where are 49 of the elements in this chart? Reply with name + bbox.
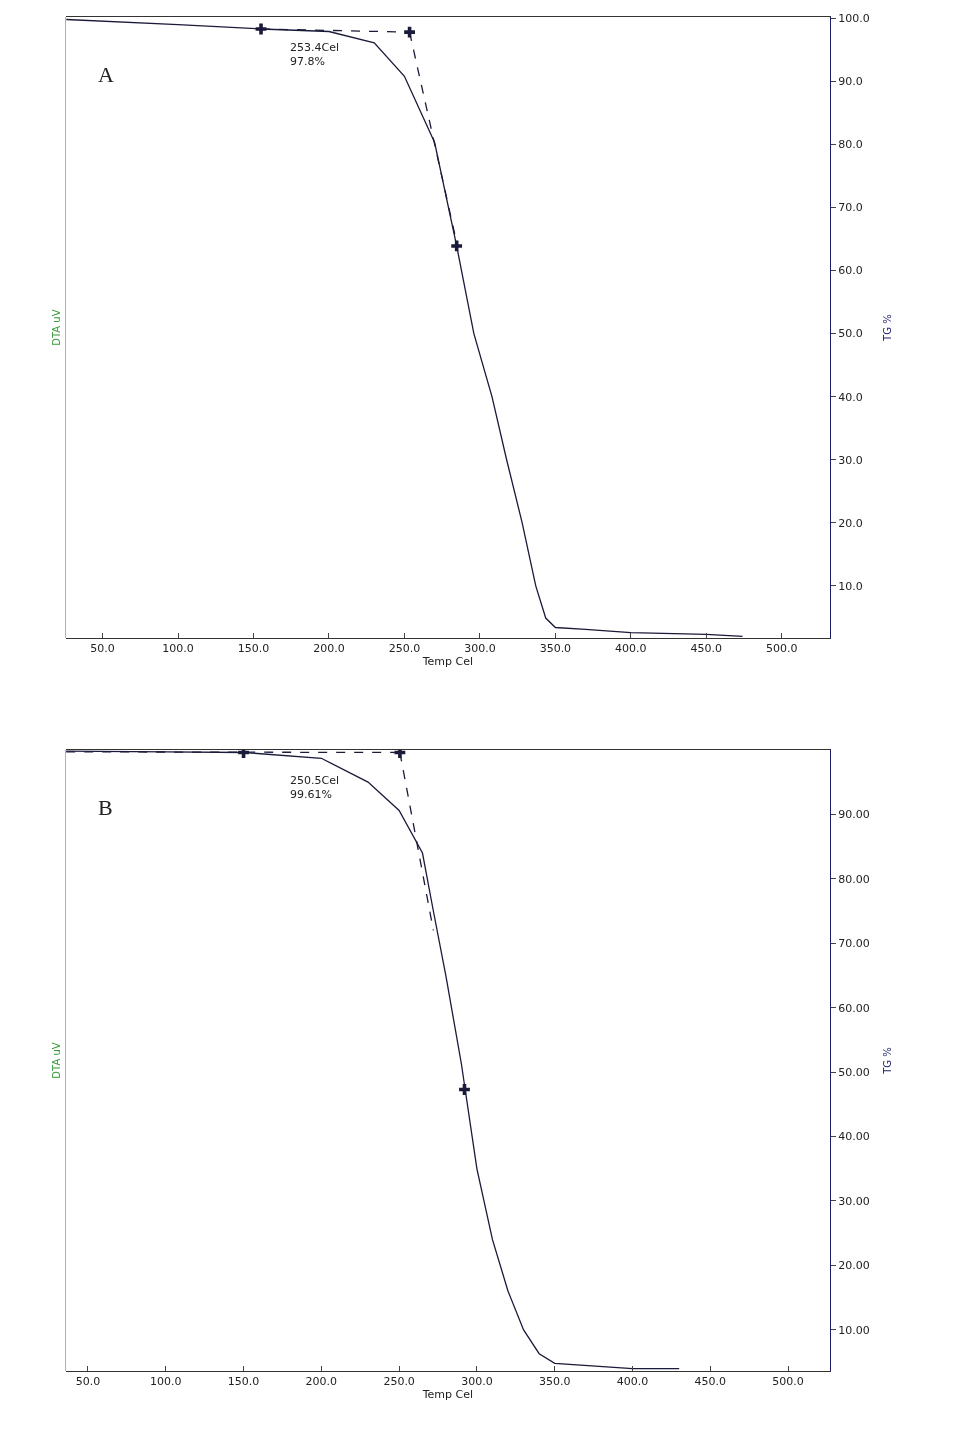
x-tick-label: 250.0 <box>383 1375 415 1389</box>
y2-tick-label: 10.0 <box>838 579 863 593</box>
x-tick-label: 450.0 <box>694 1375 727 1389</box>
y2-tick-label: 30.0 <box>838 453 863 467</box>
y2-axis-title: TG % <box>882 1047 894 1075</box>
y-axis-title: DTA uV <box>50 1042 62 1079</box>
y2-tick-label: 50.00 <box>838 1065 870 1079</box>
x-tick-label: 150.0 <box>237 642 270 656</box>
x-tick-label: 100.0 <box>162 642 194 656</box>
y2-tick-label: 70.00 <box>838 937 870 951</box>
annotation: 253.4Cel 97.8% <box>290 41 339 69</box>
x-tick-label: 150.0 <box>227 1375 260 1389</box>
x-tick-label: 50.0 <box>75 1375 101 1389</box>
x-tick-label: 400.0 <box>615 642 647 656</box>
y2-tick-label: 20.00 <box>838 1259 870 1273</box>
x-tick-label: 100.0 <box>150 1375 182 1389</box>
x-axis-title: Temp Cel <box>421 1388 473 1402</box>
text: B <box>98 795 113 820</box>
y2-tick-label: 60.0 <box>838 264 863 278</box>
x-tick-label: 500.0 <box>772 1375 804 1389</box>
x-tick-label: 400.0 <box>616 1375 649 1389</box>
y2-tick-label: 50.0 <box>838 327 863 341</box>
text: A <box>98 62 114 87</box>
y2-axis-title: TG % <box>882 314 894 342</box>
y2-tick-label: 80.00 <box>838 872 870 886</box>
x-tick-label: 300.0 <box>461 1375 493 1389</box>
x-tick-label: 50.0 <box>90 642 115 656</box>
y2-tick-label: 40.0 <box>838 390 863 404</box>
y2-tick-label: 20.0 <box>838 516 863 530</box>
x-tick-label: 200.0 <box>313 642 345 656</box>
y2-tick-label: 90.0 <box>838 75 863 89</box>
x-tick-label: 300.0 <box>464 642 496 656</box>
y-axis-title: DTA uV <box>50 309 62 346</box>
annotation: 250.5Cel 99.61% <box>290 774 339 802</box>
y2-tick-label: 80.0 <box>838 138 863 152</box>
y2-tick-label: 30.00 <box>838 1194 870 1208</box>
y2-tick-label: 60.00 <box>838 1001 870 1015</box>
x-tick-label: 450.0 <box>690 642 723 656</box>
y2-tick-label: 10.00 <box>838 1323 870 1337</box>
y2-tick-label: 40.00 <box>838 1130 870 1144</box>
x-tick-label: 350.0 <box>539 642 572 656</box>
y2-tick-label: 90.00 <box>838 808 870 822</box>
x-tick-label: 200.0 <box>305 1375 338 1389</box>
x-tick-label: 350.0 <box>538 1375 571 1389</box>
y2-tick-label: 100.0 <box>838 12 870 26</box>
x-tick-label: 250.0 <box>388 642 421 656</box>
y2-tick-label: 70.0 <box>838 201 863 215</box>
x-tick-label: 500.0 <box>766 642 798 656</box>
x-axis-title: Temp Cel <box>421 655 473 669</box>
